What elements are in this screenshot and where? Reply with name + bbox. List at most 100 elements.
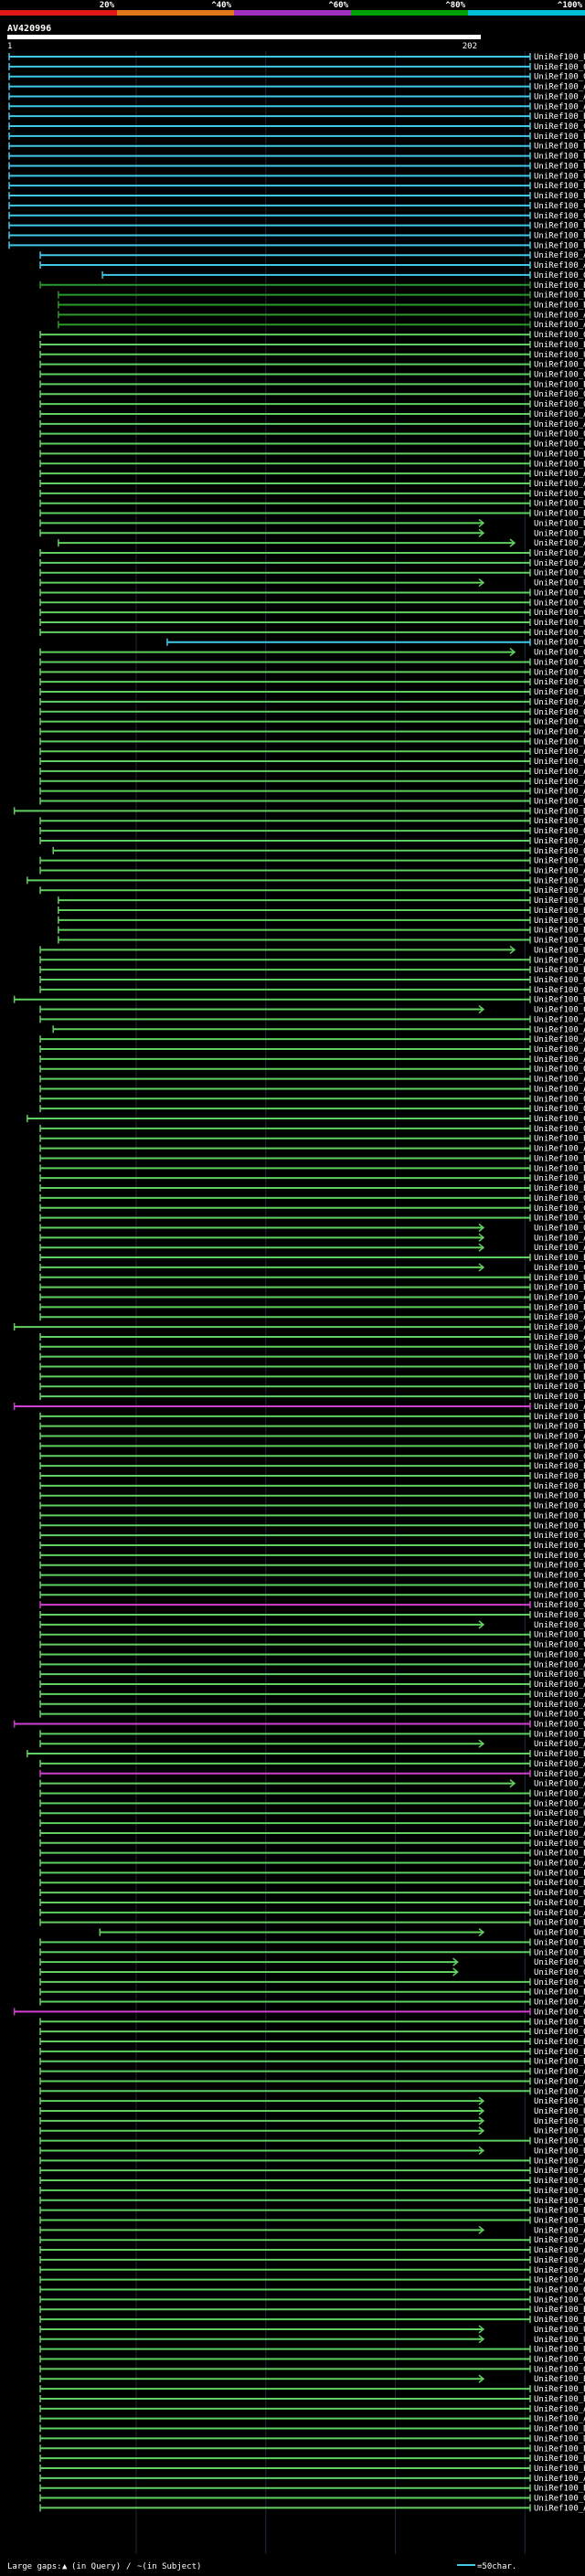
hit-label[interactable]: UniRef100_B9ZFB5: [534, 1631, 585, 1640]
hit-label[interactable]: UniRef100_Q8H8C9: [534, 629, 585, 638]
hit-label[interactable]: UniRef100_A3RSR7: [534, 1780, 585, 1789]
hit-label[interactable]: UniRef100_C1DIM8: [534, 718, 585, 727]
hit-label[interactable]: UniRef100_Q6F859: [534, 1889, 585, 1898]
hit-label[interactable]: UniRef100_A2J068: [534, 480, 585, 489]
hit-label[interactable]: UniRef100_Q9FFE9: [534, 1532, 585, 1541]
hit-label[interactable]: UniRef100_Q1YX24: [534, 1968, 585, 1977]
hit-label[interactable]: UniRef100_A2VEB1: [534, 1244, 585, 1253]
hit-label[interactable]: UniRef100_A6EW76: [534, 1998, 585, 2008]
hit-label[interactable]: UniRef100_Q2T4L9: [534, 2137, 585, 2147]
hit-label[interactable]: UniRef100_B4FTX0: [534, 133, 585, 142]
hit-label[interactable]: UniRef100_D0CAR4: [534, 2425, 585, 2434]
hit-label[interactable]: UniRef100_Q8LRT4: [534, 2295, 585, 2305]
hit-label[interactable]: UniRef100_B3TEN6: [534, 1850, 585, 1859]
hit-label[interactable]: UniRef100_A9FR76: [534, 768, 585, 777]
hit-label[interactable]: UniRef100_A9WVP8: [534, 788, 585, 797]
hit-label[interactable]: UniRef100_C5WM13: [534, 202, 585, 211]
hit-label[interactable]: UniRef100_A2S4F5: [534, 2266, 585, 2275]
hit-label[interactable]: UniRef100_Q6S111: [534, 976, 585, 985]
hit-label[interactable]: UniRef100_B1FPS1: [534, 1521, 585, 1531]
hit-label[interactable]: UniRef100_Q3JG39: [534, 1958, 585, 1967]
hit-label[interactable]: UniRef100_B9MCY7: [534, 1899, 585, 1908]
hit-label[interactable]: UniRef100_B9Z4E0: [534, 1254, 585, 1263]
hit-label[interactable]: UniRef100_A3K5W7: [534, 1790, 585, 1799]
hit-label[interactable]: UniRef100_B4RSK9: [534, 996, 585, 1005]
hit-label[interactable]: UniRef100_A3V7J6: [534, 2276, 585, 2285]
hit-label[interactable]: UniRef100_A6UZ01: [534, 727, 585, 737]
hit-label[interactable]: UniRef100_Q80S94: [534, 847, 585, 856]
hit-label[interactable]: UniRef100_B7Q5X4: [534, 450, 585, 459]
hit-label[interactable]: UniRef100_C4JX69: [534, 440, 585, 450]
hit-label[interactable]: UniRef100_A4U2B9: [534, 1294, 585, 1303]
hit-label[interactable]: UniRef100_B6SYQ7: [534, 143, 585, 152]
hit-label[interactable]: UniRef100_B9ES99: [534, 1462, 585, 1471]
hit-label[interactable]: UniRef100_Q2B026: [534, 1125, 585, 1134]
hit-label[interactable]: UniRef100_A8LRC8: [534, 1680, 585, 1690]
hit-label[interactable]: UniRef100_A4J2U1: [534, 1025, 585, 1034]
hit-label[interactable]: UniRef100_B9BXL2: [534, 2058, 585, 2067]
hit-label[interactable]: UniRef100_B6SYZ9: [534, 1423, 585, 1432]
hit-label[interactable]: UniRef100_A7IJ62: [534, 837, 585, 846]
hit-label[interactable]: UniRef100_B9I805: [534, 1373, 585, 1382]
hit-label[interactable]: UniRef100_A6GGH1: [534, 1740, 585, 1749]
hit-label[interactable]: UniRef100_A1WA16: [534, 1909, 585, 1918]
hit-label[interactable]: UniRef100_Q9LS00: [534, 63, 585, 72]
hit-label[interactable]: UniRef100_A8TKY5: [534, 321, 585, 330]
hit-label[interactable]: UniRef100_A3K557: [534, 1799, 585, 1808]
hit-label[interactable]: UniRef100_C0GH76: [534, 1115, 585, 1124]
hit-label[interactable]: UniRef100_A4SFG0: [534, 1323, 585, 1332]
hit-label[interactable]: UniRef100_Q3A0N2: [534, 1601, 585, 1610]
hit-label[interactable]: UniRef100_Q4KER4: [534, 1095, 585, 1104]
hit-label[interactable]: UniRef100_B9SDC3: [534, 1413, 585, 1422]
hit-label[interactable]: UniRef100_A4EY26: [534, 1333, 585, 1342]
hit-label[interactable]: UniRef100_B1Z375: [534, 1492, 585, 1501]
hit-label[interactable]: UniRef100_B4FAE2: [534, 153, 585, 162]
hit-label[interactable]: UniRef100_Q6YUT4: [534, 430, 585, 440]
hit-label[interactable]: UniRef100_Q2SS10: [534, 1452, 585, 1461]
hit-label[interactable]: UniRef100_A6QTV8: [534, 867, 585, 876]
hit-label[interactable]: UniRef100_Q11FT6: [534, 1552, 585, 1561]
hit-label[interactable]: UniRef100_C8PA92: [534, 1978, 585, 1988]
hit-label[interactable]: UniRef100_C4IRC9: [534, 2197, 585, 2206]
hit-label[interactable]: UniRef100_C5S9E2: [534, 937, 585, 946]
hit-label[interactable]: UniRef100_Q9HPS3: [534, 917, 585, 926]
hit-label[interactable]: UniRef100_A4XKN7: [534, 2475, 585, 2484]
hit-label[interactable]: UniRef100_Q0G692: [534, 986, 585, 995]
hit-label[interactable]: UniRef100_UP1000...: [534, 1670, 585, 1680]
hit-label[interactable]: UniRef100_B7Q5B8: [534, 2485, 585, 2494]
hit-label[interactable]: UniRef100_A9NNH0: [534, 1433, 585, 1442]
hit-label[interactable]: UniRef100_B9SGX4: [534, 1363, 585, 1373]
hit-label[interactable]: UniRef100_A2WBS0: [534, 1403, 585, 1412]
hit-label[interactable]: UniRef100_B5XDJ4: [534, 1730, 585, 1739]
hit-label[interactable]: UniRef100_C5MZX2: [534, 1353, 585, 1362]
hit-label[interactable]: UniRef100_C5WZ16: [534, 490, 585, 499]
hit-label[interactable]: UniRef100_Q5YJS4: [534, 639, 585, 648]
hit-label[interactable]: UniRef100_Q8H8C8: [534, 390, 585, 399]
hit-label[interactable]: UniRef100_B6SZ27: [534, 241, 585, 250]
hit-label[interactable]: UniRef100_A6EBG3: [534, 1819, 585, 1829]
hit-label[interactable]: UniRef100_A3QJ99: [534, 311, 585, 320]
hit-label[interactable]: UniRef100_A3K2B4: [534, 747, 585, 757]
hit-label[interactable]: UniRef100_C5WDD1: [534, 758, 585, 767]
hit-label[interactable]: UniRef100_A2QC23: [534, 1234, 585, 1243]
hit-label[interactable]: UniRef100_B9GUB5: [534, 2465, 585, 2474]
hit-label[interactable]: UniRef100_A1UYW8: [534, 2256, 585, 2265]
hit-label[interactable]: UniRef100_UP1000...: [534, 2107, 585, 2116]
hit-label[interactable]: UniRef100_UP1000...: [534, 2147, 585, 2156]
hit-label[interactable]: UniRef100_B2HGK1: [534, 2207, 585, 2216]
hit-label[interactable]: UniRef100_C5WZU1: [534, 588, 585, 598]
hit-label[interactable]: UniRef100_A5B265: [534, 102, 585, 111]
hit-label[interactable]: UniRef100_B9GUB7: [534, 2316, 585, 2325]
hit-label[interactable]: UniRef100_A7HUW4: [534, 1770, 585, 1779]
hit-label[interactable]: UniRef100_A9KG36: [534, 1076, 585, 1085]
hit-label[interactable]: UniRef100_Q02F74: [534, 857, 585, 866]
hit-label[interactable]: UniRef100_UP1000...: [534, 2346, 585, 2355]
hit-label[interactable]: UniRef100_P9JB37: [534, 1869, 585, 1878]
hit-label[interactable]: UniRef100_B9ID08: [534, 1879, 585, 1888]
hit-label[interactable]: UniRef100_C7DPS1: [534, 2187, 585, 2196]
hit-label[interactable]: UniRef100_B9NBJ3: [534, 1750, 585, 1759]
hit-label[interactable]: UniRef100_B9RL20: [534, 1393, 585, 1402]
hit-label[interactable]: UniRef100_B1LRT3: [534, 1929, 585, 1938]
hit-label[interactable]: UniRef100_A7QRA9: [534, 410, 585, 419]
hit-label[interactable]: UniRef100_Q9LPK7: [534, 1224, 585, 1233]
